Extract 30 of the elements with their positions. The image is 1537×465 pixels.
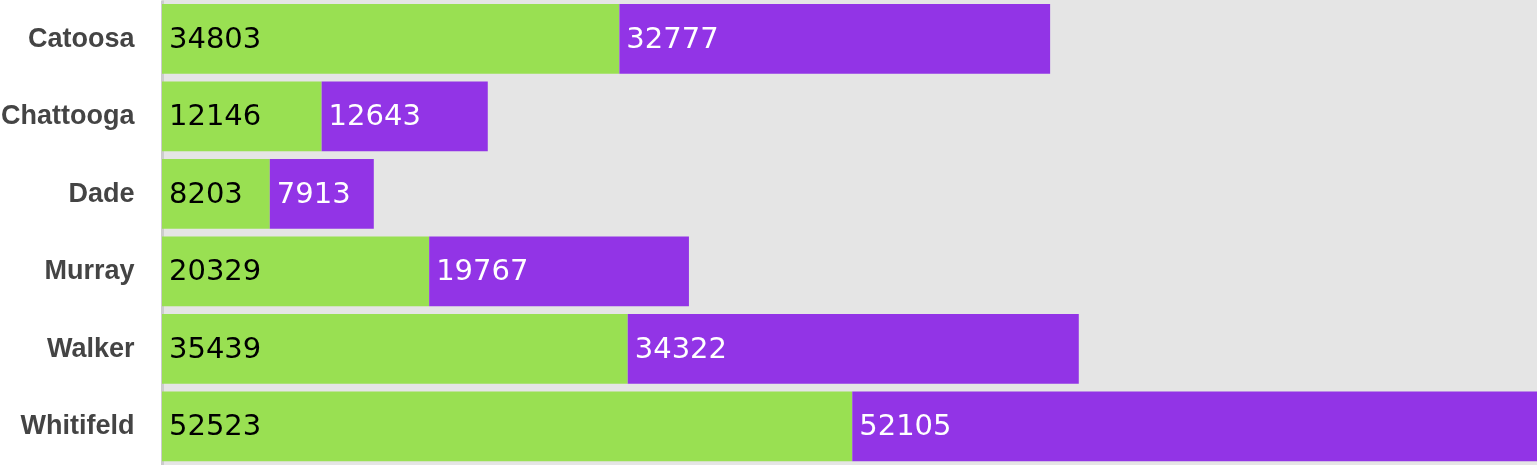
data-label: 7913 — [276, 175, 351, 210]
data-label: 19767 — [436, 253, 529, 288]
data-label: 8203 — [169, 175, 243, 210]
y-tick-label: Chattooga — [1, 100, 136, 131]
data-label: 12146 — [169, 98, 262, 133]
bar — [162, 313, 628, 384]
bar — [162, 391, 853, 462]
data-label: 35439 — [169, 330, 262, 365]
data-label: 52523 — [169, 408, 262, 443]
data-label: 52105 — [859, 408, 952, 443]
y-tick-label: Whitifeld — [20, 410, 135, 441]
data-label: 20329 — [169, 253, 262, 288]
bar — [162, 158, 270, 229]
data-label: 34803 — [169, 20, 262, 55]
data-label: 32777 — [626, 20, 719, 55]
bar — [162, 3, 620, 74]
bar — [429, 236, 689, 307]
y-tick-label: Catoosa — [27, 22, 136, 53]
bar — [619, 3, 1051, 74]
data-label: 34322 — [634, 330, 727, 365]
y-tick-label: Dade — [68, 177, 135, 208]
bar — [162, 236, 430, 307]
y-tick-label: Walker — [46, 332, 135, 363]
y-tick-label: Murray — [44, 255, 135, 286]
bar — [269, 158, 374, 229]
bar — [321, 81, 488, 152]
bar — [162, 81, 322, 152]
bar — [852, 391, 1537, 462]
data-label: 12643 — [328, 98, 421, 133]
bar — [627, 313, 1079, 384]
